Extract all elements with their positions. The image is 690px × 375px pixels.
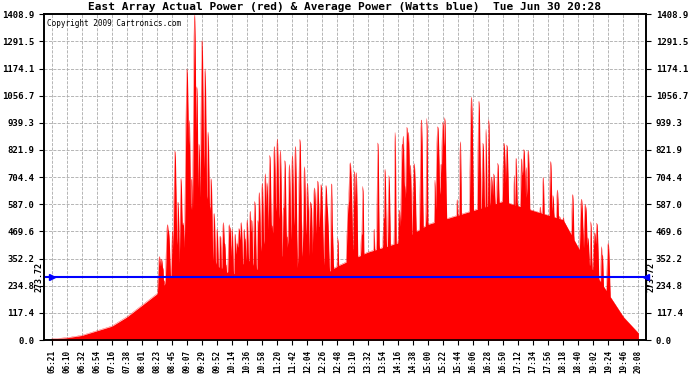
Text: 273.72: 273.72 bbox=[34, 262, 43, 292]
Text: 273.72: 273.72 bbox=[647, 262, 656, 292]
Title: East Array Actual Power (red) & Average Power (Watts blue)  Tue Jun 30 20:28: East Array Actual Power (red) & Average … bbox=[88, 2, 602, 12]
Text: Copyright 2009 Cartronics.com: Copyright 2009 Cartronics.com bbox=[47, 19, 181, 28]
